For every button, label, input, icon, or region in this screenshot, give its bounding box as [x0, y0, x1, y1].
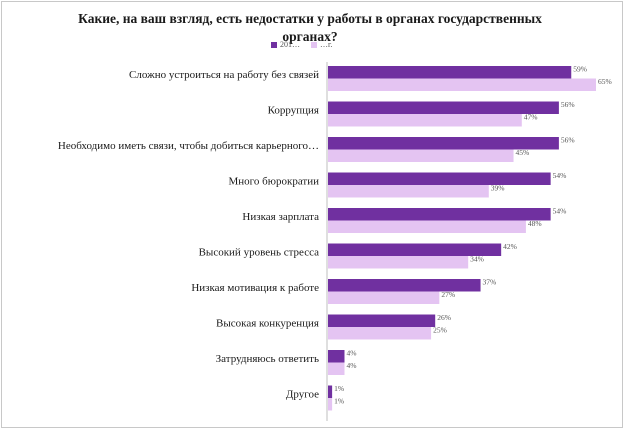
- category-label: Затрудняюсь ответить: [216, 353, 319, 365]
- data-label: 56%: [561, 135, 575, 144]
- bar-series-1: [328, 279, 481, 292]
- legend-swatch-series-1: [271, 42, 277, 49]
- category-label: Другое: [286, 389, 319, 401]
- bar-series-1: [328, 66, 572, 79]
- data-label: 26%: [437, 313, 451, 322]
- bar-series-1: [328, 101, 559, 114]
- data-label: 39%: [491, 183, 505, 192]
- category-label: Низкая мотивация к работе: [191, 282, 319, 294]
- bar-series-1: [328, 350, 345, 363]
- category-label: Сложно устроиться на работу без связей: [129, 69, 319, 81]
- data-label: 42%: [503, 242, 517, 251]
- data-label: 4%: [346, 361, 356, 370]
- data-label: 34%: [470, 254, 484, 263]
- bar-series-1: [328, 172, 551, 185]
- legend-item-series-2: …г.: [311, 40, 332, 49]
- data-label: 45%: [516, 148, 530, 157]
- category-label: Низкая зарплата: [242, 211, 319, 223]
- legend-item-series-1: 201…: [271, 40, 300, 49]
- chart-title: Какие, на ваш взгляд, есть недостатки у …: [78, 11, 542, 44]
- data-label: 59%: [573, 64, 587, 73]
- data-label: 48%: [528, 219, 542, 228]
- data-label: 37%: [483, 277, 497, 286]
- data-label: 65%: [598, 77, 612, 86]
- bar-series-1: [328, 137, 559, 150]
- bar-series-2: [328, 78, 596, 91]
- data-label: 25%: [433, 325, 447, 334]
- bar-series-2: [328, 149, 514, 162]
- data-label: 54%: [553, 171, 567, 180]
- data-label: 4%: [346, 348, 356, 357]
- bar-series-2: [328, 327, 432, 340]
- data-label: 1%: [334, 384, 344, 393]
- legend-swatch-series-2: [311, 42, 317, 49]
- data-label: 54%: [553, 206, 567, 215]
- bar-series-2: [328, 291, 440, 304]
- category-label: Высокая конкуренция: [216, 318, 319, 330]
- data-label: 56%: [561, 100, 575, 109]
- legend-label-series-1: 201…: [280, 40, 300, 49]
- data-label: 27%: [441, 290, 455, 299]
- bar-series-1: [328, 208, 551, 221]
- bar-series-2: [328, 362, 345, 375]
- data-label: 1%: [334, 396, 344, 405]
- bar-series-1: [328, 385, 333, 398]
- category-label: Коррупция: [268, 105, 319, 117]
- category-label: Необходимо иметь связи, чтобы добиться к…: [58, 140, 319, 152]
- bar-series-2: [328, 398, 333, 411]
- bar-series-1: [328, 314, 436, 327]
- bar-series-2: [328, 185, 489, 198]
- legend-label-series-2: …г.: [320, 40, 333, 49]
- data-label: 47%: [524, 112, 538, 121]
- bar-series-2: [328, 220, 526, 233]
- bar-series-1: [328, 243, 502, 256]
- category-label: Высокий уровень стресса: [199, 247, 320, 259]
- category-label: Много бюрократии: [229, 176, 320, 188]
- bar-series-2: [328, 114, 522, 127]
- bar-series-2: [328, 256, 469, 269]
